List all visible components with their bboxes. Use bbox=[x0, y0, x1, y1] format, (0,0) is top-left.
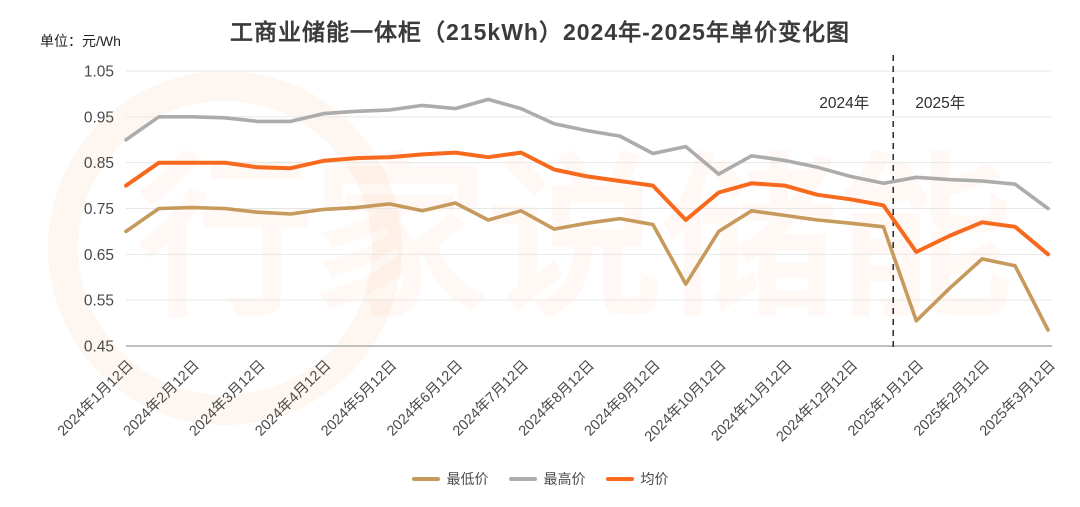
legend-swatch-max bbox=[508, 477, 537, 481]
series-line-max bbox=[124, 97, 1050, 211]
series-line-min bbox=[124, 201, 1050, 332]
legend-item-max[interactable]: 最高价 bbox=[508, 469, 586, 489]
page-title: 工商业储能一体柜（215kWh）2024年-2025年单价变化图 bbox=[230, 19, 850, 45]
y-axis-label: 0.65 bbox=[84, 247, 114, 264]
legend-swatch-min bbox=[411, 477, 440, 481]
y-axis-label: 0.55 bbox=[84, 293, 114, 310]
chart-legend: 最低价 最高价 均价 bbox=[0, 469, 1080, 489]
legend-label-avg: 均价 bbox=[640, 471, 669, 487]
watermark-circle bbox=[48, 71, 402, 425]
y-axis-label: 0.85 bbox=[84, 155, 114, 172]
legend-label-min: 最低价 bbox=[446, 471, 489, 487]
series-line-avg bbox=[124, 150, 1050, 257]
y-axis-label: 0.75 bbox=[84, 201, 114, 218]
y-axis-unit-label: 单位：元/Wh bbox=[40, 33, 121, 49]
legend-label-max: 最高价 bbox=[543, 471, 586, 487]
y-axis-label: 0.45 bbox=[84, 339, 114, 356]
legend-swatch-avg bbox=[605, 477, 634, 481]
annotation-year-2024: 2024年 bbox=[819, 94, 869, 112]
annotation-year-2025: 2025年 bbox=[915, 94, 965, 112]
legend-item-avg[interactable]: 均价 bbox=[605, 469, 669, 489]
y-axis-label: 1.05 bbox=[84, 64, 114, 81]
y-axis-label: 0.95 bbox=[84, 109, 114, 126]
legend-item-min[interactable]: 最低价 bbox=[411, 469, 489, 489]
